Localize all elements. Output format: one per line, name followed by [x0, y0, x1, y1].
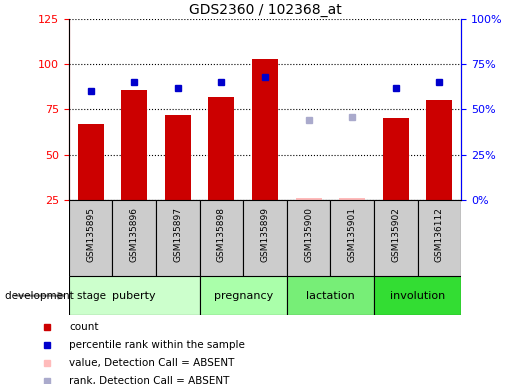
Bar: [121, 89, 147, 200]
Bar: [69, 276, 200, 315]
Bar: [339, 198, 365, 200]
Text: GSM135900: GSM135900: [304, 207, 313, 262]
Bar: [208, 97, 234, 200]
Text: puberty: puberty: [112, 291, 156, 301]
Title: GDS2360 / 102368_at: GDS2360 / 102368_at: [189, 3, 341, 17]
Text: GSM135895: GSM135895: [86, 207, 95, 262]
Text: GSM135902: GSM135902: [391, 207, 400, 262]
Bar: [296, 198, 322, 200]
Text: development stage: development stage: [5, 291, 107, 301]
Bar: [77, 124, 104, 200]
Text: lactation: lactation: [306, 291, 355, 301]
Bar: [287, 200, 330, 276]
Bar: [287, 276, 374, 315]
Text: GSM135899: GSM135899: [261, 207, 269, 262]
Text: count: count: [69, 322, 99, 332]
Bar: [200, 200, 243, 276]
Bar: [243, 200, 287, 276]
Bar: [200, 276, 287, 315]
Bar: [418, 200, 461, 276]
Bar: [374, 200, 418, 276]
Bar: [330, 200, 374, 276]
Bar: [426, 101, 453, 200]
Bar: [112, 200, 156, 276]
Bar: [383, 118, 409, 200]
Text: GSM135897: GSM135897: [173, 207, 182, 262]
Text: GSM136112: GSM136112: [435, 207, 444, 262]
Text: value, Detection Call = ABSENT: value, Detection Call = ABSENT: [69, 358, 234, 368]
Bar: [252, 59, 278, 200]
Text: GSM135898: GSM135898: [217, 207, 226, 262]
Text: rank, Detection Call = ABSENT: rank, Detection Call = ABSENT: [69, 376, 229, 384]
Bar: [374, 276, 461, 315]
Text: involution: involution: [390, 291, 445, 301]
Bar: [156, 200, 200, 276]
Bar: [165, 115, 191, 200]
Text: GSM135901: GSM135901: [348, 207, 357, 262]
Bar: [69, 200, 112, 276]
Text: percentile rank within the sample: percentile rank within the sample: [69, 340, 245, 350]
Text: pregnancy: pregnancy: [214, 291, 273, 301]
Text: GSM135896: GSM135896: [130, 207, 139, 262]
